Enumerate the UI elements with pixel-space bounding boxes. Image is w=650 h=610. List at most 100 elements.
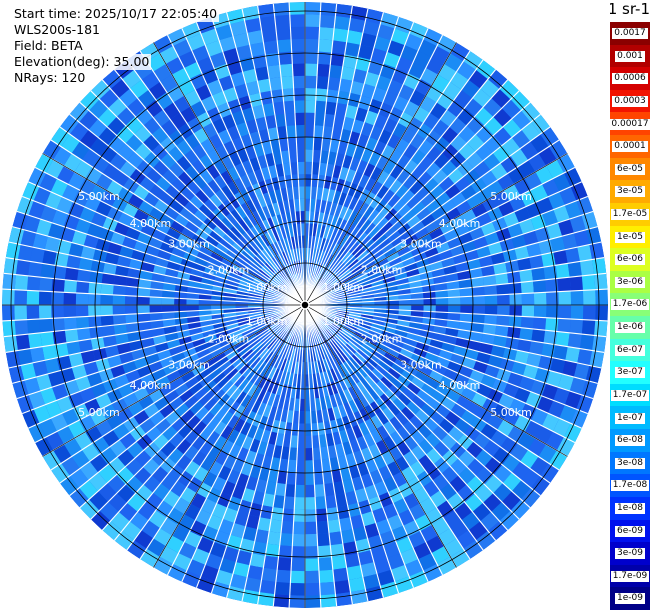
range-gate — [478, 342, 494, 355]
range-gate — [209, 402, 223, 417]
range-gate — [164, 206, 180, 221]
range-gate — [250, 284, 264, 292]
range-gate — [327, 445, 338, 459]
range-gate — [364, 71, 380, 87]
range-gate — [376, 425, 390, 440]
range-gate — [123, 177, 140, 194]
range-gate — [284, 422, 293, 436]
ray-divider — [304, 304, 589, 415]
range-gate — [311, 435, 320, 448]
range-gate — [251, 386, 263, 400]
range-gate — [184, 61, 202, 79]
range-gate — [357, 325, 370, 334]
range-gate — [396, 536, 414, 554]
range-gate — [255, 116, 268, 132]
range-gate — [255, 253, 267, 265]
range-gate — [407, 358, 422, 371]
range-gate — [226, 229, 239, 243]
range-gate — [402, 256, 416, 267]
range-gate — [87, 372, 103, 388]
range-gate — [244, 247, 256, 259]
range-gate — [227, 496, 242, 512]
range-gate — [403, 435, 419, 451]
colorbar-tick-label: 0.0001 — [612, 141, 648, 153]
range-gate — [317, 545, 332, 559]
range-gate — [333, 230, 343, 244]
range-gate — [312, 447, 322, 461]
range-gate — [345, 323, 358, 331]
range-gate — [199, 222, 213, 236]
range-gate — [573, 362, 590, 381]
ray-divider — [2, 304, 306, 322]
range-ring-label: 3.00km — [400, 237, 442, 250]
range-gate — [517, 257, 532, 272]
range-gate — [553, 205, 570, 223]
range-gate — [207, 416, 221, 431]
range-gate — [358, 322, 372, 330]
range-gate — [530, 475, 551, 496]
range-gate — [248, 261, 261, 272]
range-gate — [179, 389, 194, 403]
ray-divider — [3, 304, 306, 338]
range-gate — [205, 553, 223, 570]
range-gate — [270, 243, 279, 256]
range-gate — [28, 391, 46, 410]
range-gate — [393, 379, 407, 393]
range-gate — [209, 51, 227, 68]
range-gate — [424, 351, 439, 364]
range-gate — [318, 250, 326, 264]
range-gate — [418, 454, 434, 471]
range-gate — [394, 272, 408, 281]
range-gate — [410, 165, 426, 181]
range-gate — [2, 273, 16, 290]
range-gate — [210, 251, 224, 263]
range-gate — [509, 293, 522, 305]
range-gate — [160, 441, 177, 458]
range-gate — [2, 320, 16, 337]
range-gate — [595, 305, 608, 321]
range-gate — [50, 126, 70, 147]
range-gate — [351, 119, 365, 134]
range-gate — [508, 315, 522, 328]
range-gate — [343, 325, 356, 334]
range-gate — [198, 309, 212, 317]
range-gate — [353, 410, 365, 425]
range-gate — [460, 296, 473, 305]
range-gate — [265, 481, 277, 495]
range-gate — [386, 251, 400, 263]
range-gate — [91, 382, 107, 399]
ray-divider — [12, 304, 306, 384]
range-gate — [564, 391, 582, 410]
range-gate — [305, 546, 319, 559]
range-gate — [171, 524, 190, 543]
range-gate — [149, 288, 163, 298]
range-gate — [251, 182, 263, 197]
range-gate — [414, 514, 432, 532]
range-gate — [434, 282, 448, 292]
range-gate — [348, 312, 362, 317]
range-gate — [371, 212, 385, 226]
range-gate — [102, 521, 123, 541]
range-gate — [337, 192, 348, 206]
range-gate — [201, 68, 219, 85]
range-gate — [100, 283, 114, 295]
range-gate — [319, 14, 336, 29]
range-gate — [51, 305, 64, 319]
range-gate — [540, 126, 560, 147]
ray-divider — [195, 21, 306, 306]
ray-divider — [139, 50, 306, 306]
range-gate — [396, 440, 411, 456]
range-gate — [550, 357, 566, 374]
range-gate — [354, 488, 369, 503]
range-gate — [182, 347, 197, 359]
range-gate — [488, 354, 503, 369]
ray-divider — [304, 2, 322, 306]
range-gate — [250, 318, 264, 326]
range-gate — [261, 349, 272, 362]
range-gate — [348, 399, 359, 414]
range-gate — [523, 364, 539, 380]
range-gate — [115, 333, 129, 345]
range-gate — [438, 528, 457, 547]
range-gate — [230, 387, 243, 401]
range-gate — [165, 184, 181, 200]
